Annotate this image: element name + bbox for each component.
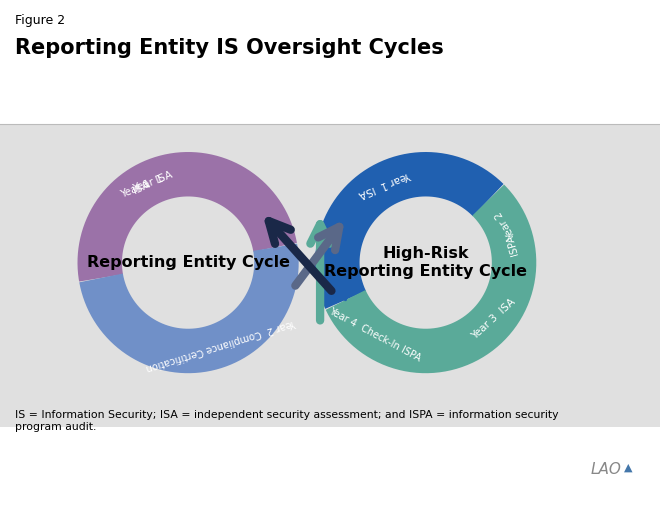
- Text: Year 2  Compliance Certification: Year 2 Compliance Certification: [145, 317, 298, 372]
- Bar: [0, 0, 660, 124]
- Text: Reporting Entity IS Oversight Cycles: Reporting Entity IS Oversight Cycles: [15, 38, 444, 58]
- Text: ▲: ▲: [624, 463, 632, 473]
- Text: ISPA: ISPA: [504, 233, 520, 256]
- Text: LAO: LAO: [591, 462, 622, 477]
- Text: Reporting Entity Cycle: Reporting Entity Cycle: [86, 255, 290, 270]
- Text: IS = Information Security; ISA = independent security assessment; and ISPA = inf: IS = Information Security; ISA = indepen…: [15, 410, 558, 432]
- Text: Year 3  ISA: Year 3 ISA: [469, 297, 517, 342]
- Text: High-Risk
Reporting Entity Cycle: High-Risk Reporting Entity Cycle: [324, 246, 527, 279]
- Text: Year 1  ISA: Year 1 ISA: [356, 170, 412, 199]
- Text: ISA: ISA: [131, 179, 151, 196]
- Bar: [0, 427, 660, 505]
- Text: Year 4  Check-In ISPA: Year 4 Check-In ISPA: [327, 307, 422, 364]
- Text: Year 1: Year 1: [131, 171, 170, 193]
- Text: Figure 2: Figure 2: [15, 14, 65, 27]
- Text: Year 2: Year 2: [494, 210, 518, 241]
- Text: Year 1  ISA: Year 1 ISA: [119, 170, 174, 199]
